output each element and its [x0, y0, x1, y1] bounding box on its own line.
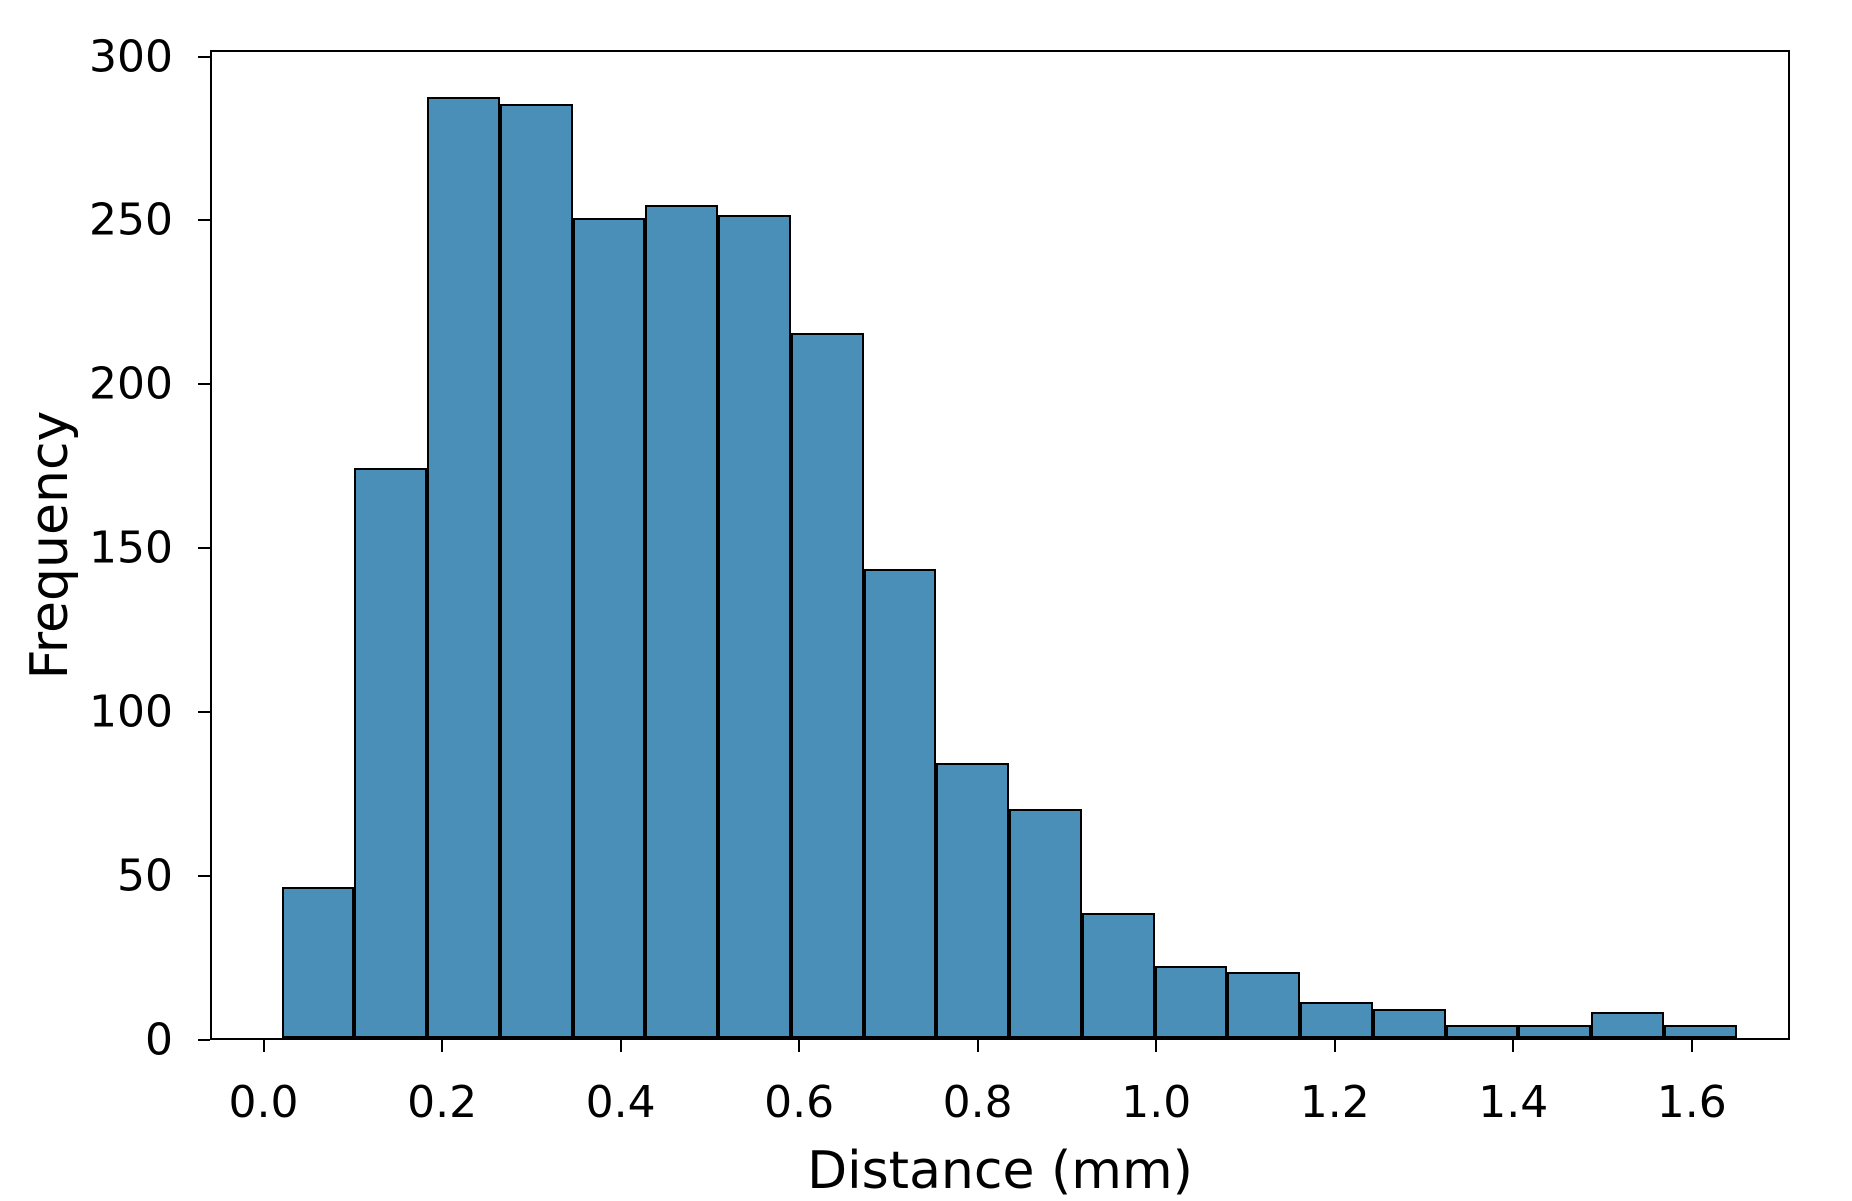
x-tick-label: 1.6: [1657, 1077, 1727, 1128]
histogram-bar: [1155, 966, 1228, 1038]
histogram-bar: [1373, 1009, 1446, 1039]
x-tick: [798, 1040, 800, 1052]
histogram-bar: [1591, 1012, 1664, 1038]
histogram-bar: [1009, 809, 1082, 1038]
x-tick: [620, 1040, 622, 1052]
x-tick-label: 0.0: [229, 1077, 299, 1128]
histogram-bar: [1446, 1025, 1519, 1038]
y-tick-label: 250: [89, 195, 173, 246]
y-tick: [198, 875, 210, 877]
y-tick-label: 100: [89, 687, 173, 738]
x-tick: [441, 1040, 443, 1052]
histogram-bar: [1300, 1002, 1373, 1038]
histogram-bar: [354, 468, 427, 1038]
x-tick-label: 1.2: [1300, 1077, 1370, 1128]
y-tick-label: 300: [89, 31, 173, 82]
plot-area: [210, 50, 1790, 1040]
histogram-bar: [645, 205, 718, 1038]
y-axis-label: Frequency: [20, 411, 80, 680]
histogram-bar: [500, 104, 573, 1038]
histogram-bar: [1664, 1025, 1737, 1038]
histogram-bar: [427, 97, 500, 1038]
x-tick: [1155, 1040, 1157, 1052]
x-tick: [263, 1040, 265, 1052]
x-tick: [1334, 1040, 1336, 1052]
histogram-bar: [1082, 913, 1155, 1038]
x-tick-label: 0.4: [586, 1077, 656, 1128]
y-tick-label: 50: [117, 851, 173, 902]
histogram-bar: [864, 569, 937, 1038]
histogram-bar: [282, 887, 355, 1038]
y-tick: [198, 547, 210, 549]
x-tick: [977, 1040, 979, 1052]
x-tick-label: 1.4: [1478, 1077, 1548, 1128]
x-tick-label: 0.6: [764, 1077, 834, 1128]
x-tick: [1512, 1040, 1514, 1052]
histogram-chart: 0.0 0.2 0.4 0.6 0.8 1.0 1.2 1.4 1.6 0 50 100 150 200 2…: [0, 0, 1852, 1192]
histogram-bar: [1227, 972, 1300, 1038]
histogram-bar: [936, 763, 1009, 1038]
y-tick-label: 150: [89, 523, 173, 574]
x-tick-label: 0.2: [407, 1077, 477, 1128]
y-tick-label: 200: [89, 359, 173, 410]
x-tick: [1691, 1040, 1693, 1052]
histogram-bar: [573, 218, 646, 1038]
y-tick: [198, 383, 210, 385]
histogram-bar: [791, 333, 864, 1038]
y-tick: [198, 219, 210, 221]
x-tick-label: 1.0: [1121, 1077, 1191, 1128]
x-axis-label: Distance (mm): [807, 1141, 1193, 1201]
y-tick-label: 0: [145, 1015, 173, 1066]
y-tick: [198, 56, 210, 58]
y-tick: [198, 711, 210, 713]
x-tick-label: 0.8: [943, 1077, 1013, 1128]
histogram-bar: [1518, 1025, 1591, 1038]
y-tick: [198, 1039, 210, 1041]
histogram-bar: [718, 215, 791, 1038]
